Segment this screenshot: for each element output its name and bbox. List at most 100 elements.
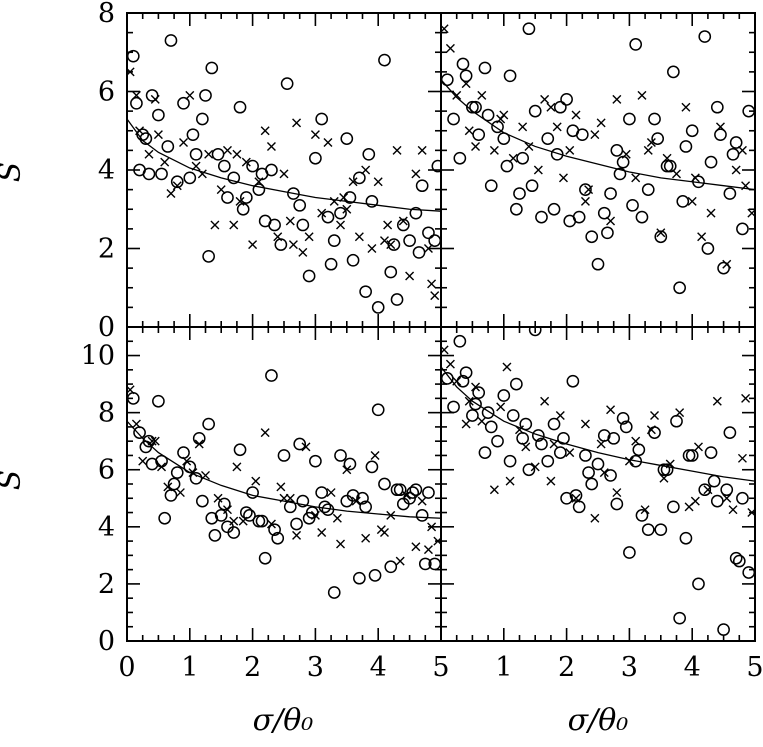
circle-marker	[513, 187, 526, 200]
cross-stroke	[188, 468, 198, 478]
circle-marker	[161, 140, 175, 153]
cross-marker	[461, 79, 471, 89]
circle-marker	[604, 187, 617, 200]
circle-marker	[657, 463, 671, 477]
cross-stroke	[637, 90, 647, 100]
cross-stroke	[332, 513, 342, 523]
circle-marker	[466, 409, 479, 422]
cross-marker	[461, 419, 471, 429]
cross-marker	[471, 382, 481, 392]
cross-stroke	[127, 67, 135, 77]
cross-marker	[251, 476, 261, 486]
cross-marker	[502, 362, 512, 372]
cross-marker	[703, 485, 713, 495]
cross-marker	[273, 232, 283, 242]
fit-curve	[441, 79, 755, 191]
cross-marker	[675, 408, 685, 418]
cross-marker	[292, 530, 302, 540]
cross-marker	[697, 232, 707, 242]
circle-marker	[327, 586, 341, 599]
cross-stroke	[373, 177, 383, 187]
cross-marker	[298, 247, 308, 257]
circle-marker	[309, 454, 322, 468]
cross-marker	[612, 94, 622, 104]
circle-marker	[717, 623, 730, 636]
cross-stroke	[285, 216, 295, 226]
cross-stroke	[515, 425, 524, 435]
circle-marker	[522, 22, 536, 36]
circle-marker	[723, 426, 737, 439]
circle-marker	[393, 483, 407, 497]
circle-marker	[142, 167, 156, 181]
circle-marker	[607, 431, 621, 445]
x-tick-label: 4	[370, 652, 387, 683]
circle-marker	[604, 469, 617, 482]
cross-stroke	[675, 408, 685, 418]
cross-stroke	[210, 220, 220, 230]
circle-marker	[516, 151, 529, 165]
circle-marker	[541, 132, 555, 145]
cross-stroke	[441, 345, 449, 354]
y-tick-label: 8	[98, 398, 115, 429]
circle-marker	[667, 65, 680, 79]
y-tick-label: 6	[98, 77, 115, 108]
cross-stroke	[160, 157, 170, 167]
x-tick-label: 2	[244, 652, 261, 683]
circle-marker	[623, 112, 636, 126]
cross-stroke	[405, 271, 415, 281]
circle-marker	[456, 57, 470, 71]
circle-marker	[268, 218, 281, 232]
circle-marker	[205, 61, 219, 75]
cross-stroke	[471, 141, 481, 151]
cross-marker	[637, 90, 647, 100]
cross-marker	[279, 169, 289, 179]
circle-marker	[415, 179, 429, 193]
circle-marker	[667, 500, 680, 514]
cross-marker	[285, 216, 295, 226]
circle-marker	[685, 449, 699, 462]
cross-marker	[138, 456, 148, 466]
cross-marker	[163, 482, 173, 492]
cross-marker	[336, 220, 346, 230]
circle-marker	[635, 509, 649, 522]
cross-stroke	[552, 122, 562, 132]
y-tick-label: 10	[81, 341, 115, 372]
cross-marker	[690, 496, 700, 506]
circle-marker	[478, 61, 492, 75]
cross-stroke	[631, 173, 641, 183]
cross-marker	[411, 169, 421, 179]
circle-marker	[277, 449, 291, 462]
cross-stroke	[398, 216, 408, 226]
cross-stroke	[229, 516, 239, 526]
cross-stroke	[150, 436, 160, 446]
circle-marker	[648, 112, 661, 126]
circle-marker	[418, 557, 432, 571]
circle-marker	[365, 460, 379, 474]
circle-marker	[585, 477, 599, 491]
cross-stroke	[555, 410, 565, 420]
cross-stroke	[301, 442, 311, 452]
cross-marker	[452, 90, 462, 100]
circle-marker	[679, 140, 693, 153]
cross-stroke	[336, 220, 346, 230]
cross-marker	[423, 244, 433, 253]
cross-marker	[722, 259, 732, 269]
circle-marker	[283, 500, 297, 514]
cross-stroke	[580, 196, 590, 206]
circle-marker	[729, 136, 743, 149]
cross-marker	[741, 393, 751, 403]
cross-marker	[166, 189, 176, 199]
circle-marker	[265, 369, 278, 382]
circle-marker	[670, 414, 683, 428]
cross-stroke	[241, 157, 251, 167]
circle-marker	[701, 242, 715, 255]
circle-marker	[550, 147, 564, 161]
cross-marker	[599, 468, 609, 478]
cross-stroke	[273, 232, 283, 242]
circle-marker	[654, 523, 668, 537]
cross-stroke	[411, 542, 421, 552]
cross-marker	[150, 436, 160, 446]
circle-marker	[710, 494, 724, 508]
cross-marker	[383, 220, 393, 230]
circle-marker	[211, 147, 225, 161]
